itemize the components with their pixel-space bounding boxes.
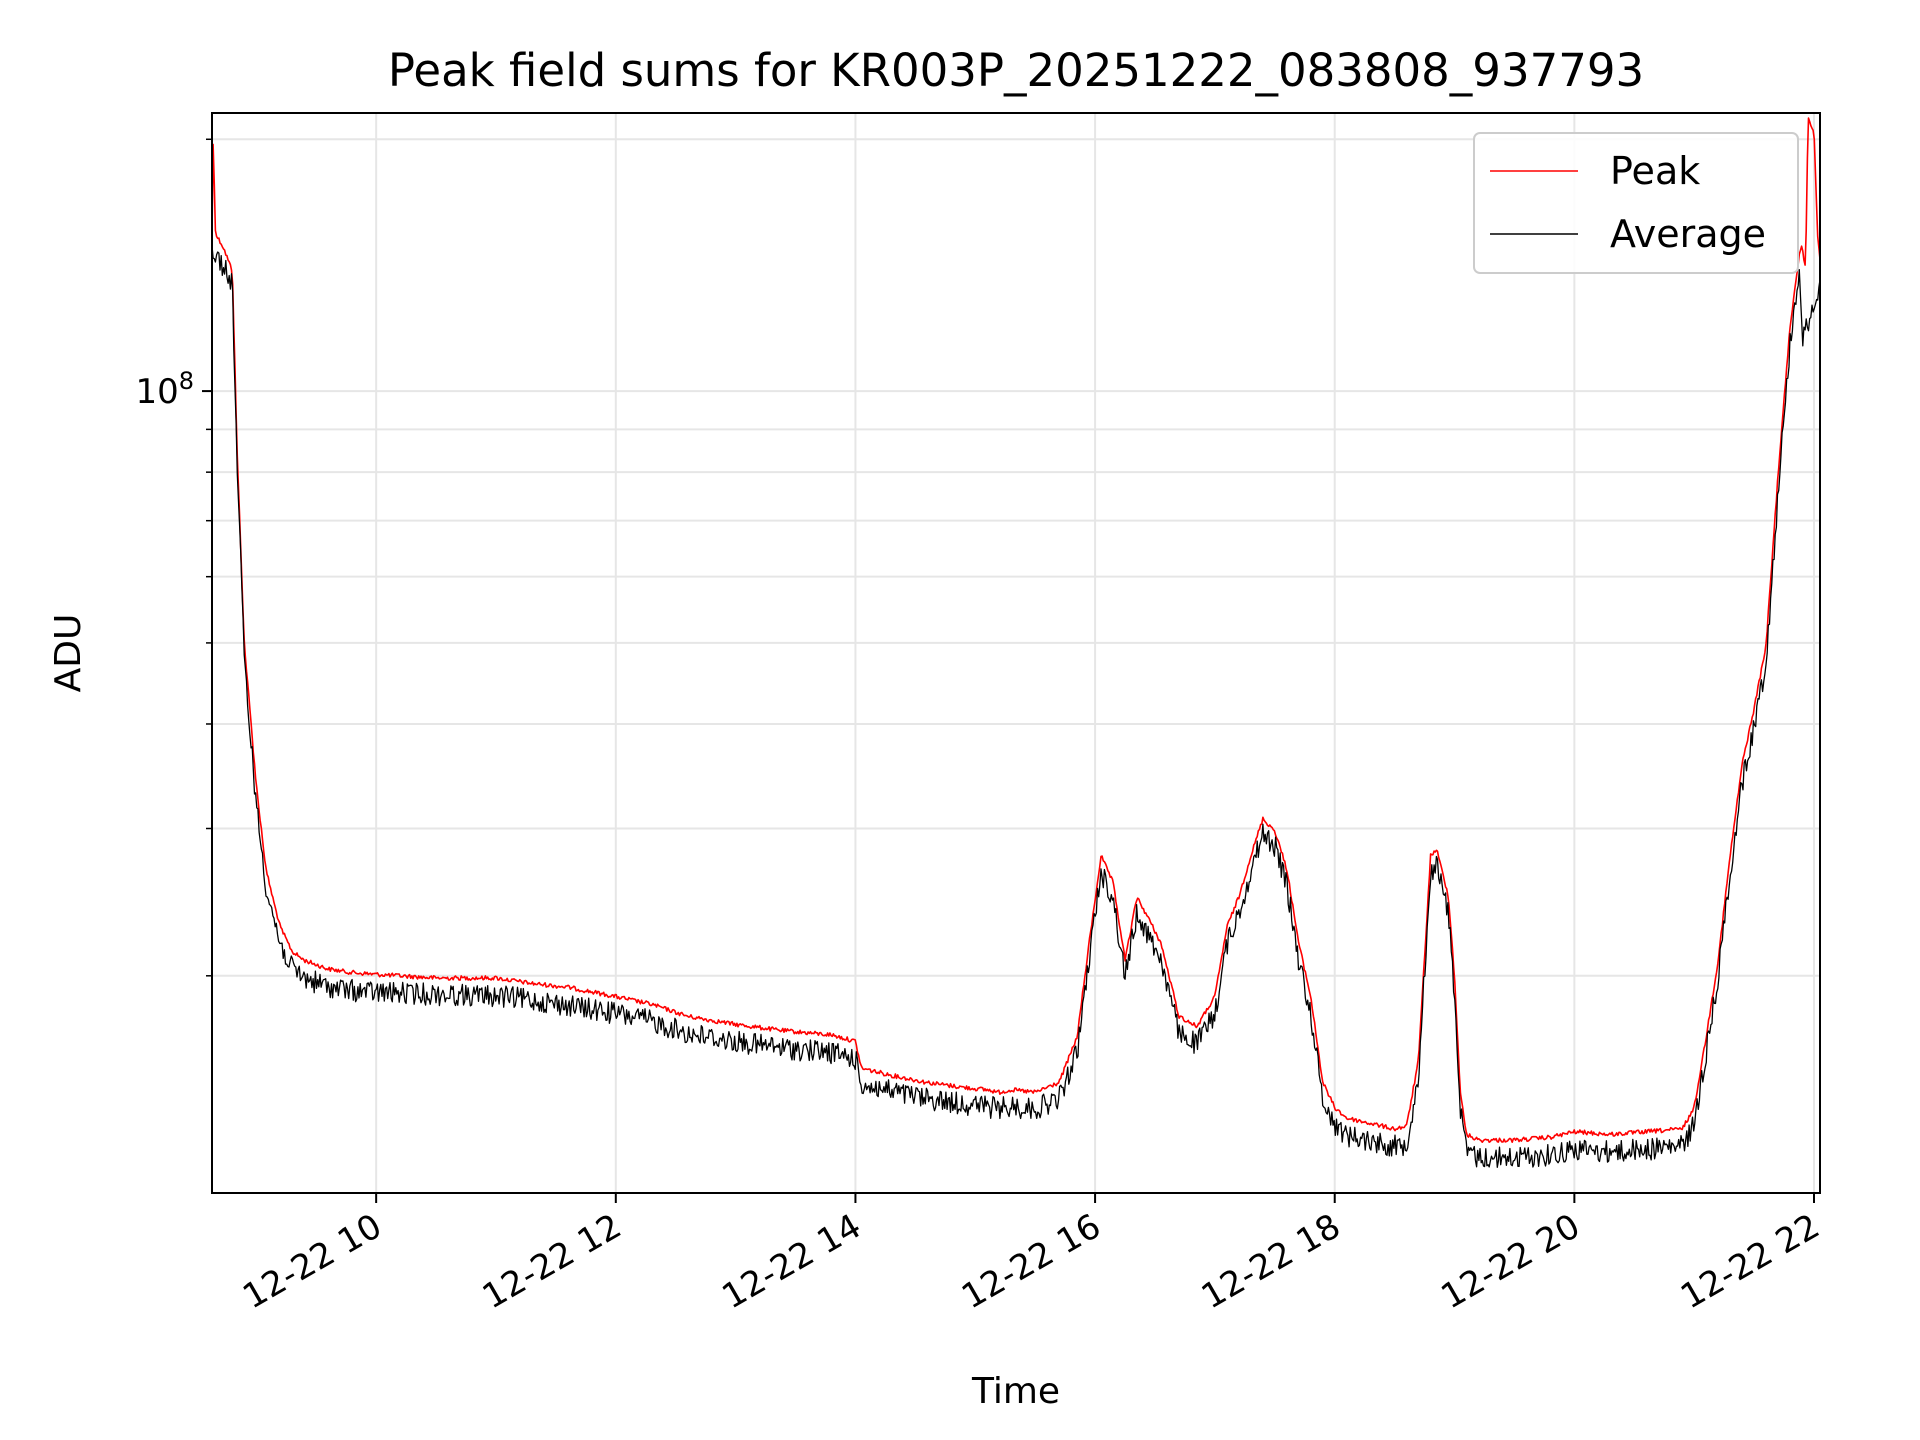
plot-frame xyxy=(211,112,1821,1194)
y-tick-label: 108 xyxy=(135,367,194,412)
series-lines xyxy=(211,117,1821,1168)
grid xyxy=(212,113,1820,1193)
legend: Peak Average xyxy=(1473,132,1799,274)
legend-box xyxy=(1473,132,1799,274)
legend-label-average: Average xyxy=(1610,212,1766,256)
x-axis-label: Time xyxy=(971,1371,1060,1412)
y-axis-label: ADU xyxy=(48,614,89,693)
legend-label-peak: Peak xyxy=(1610,149,1700,193)
chart-title: Peak field sums for KR003P_20251222_0838… xyxy=(388,44,1644,97)
series-line-peak xyxy=(211,117,1821,1143)
series-line-average xyxy=(211,245,1821,1168)
